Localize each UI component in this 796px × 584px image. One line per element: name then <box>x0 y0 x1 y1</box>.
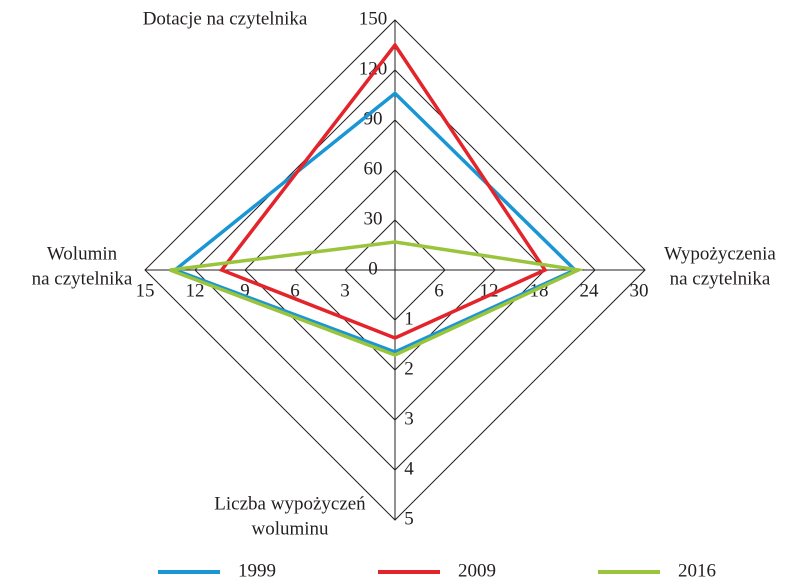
axis-name: Liczba wypożyczeń <box>214 493 366 514</box>
legend-label: 2016 <box>678 560 716 581</box>
tick-label: 6 <box>434 280 444 301</box>
tick-label: 150 <box>359 8 388 29</box>
tick-label: 6 <box>290 280 300 301</box>
axis-name: Wolumin <box>47 243 118 264</box>
tick-label: 30 <box>364 208 383 229</box>
legend-label: 2009 <box>458 560 496 581</box>
tick-label: 0 <box>368 258 378 279</box>
tick-label: 5 <box>404 508 414 529</box>
axis-name: Dotacje na czytelnika <box>143 8 308 29</box>
axis-name: Wypożyczenia <box>664 243 776 264</box>
tick-label: 4 <box>404 458 414 479</box>
tick-label: 3 <box>404 408 414 429</box>
series-line <box>171 90 579 354</box>
tick-label: 1 <box>404 308 414 329</box>
axis-name: na czytelnika <box>670 268 771 289</box>
tick-label: 60 <box>364 158 383 179</box>
tick-label: 30 <box>630 280 649 301</box>
axis-name: woluminu <box>251 518 329 539</box>
axis-name: na czytelnika <box>32 268 133 289</box>
tick-label: 12 <box>186 280 205 301</box>
tick-label: 9 <box>240 280 250 301</box>
tick-label: 3 <box>340 280 350 301</box>
series-line <box>218 41 548 340</box>
tick-label: 2 <box>404 358 414 379</box>
tick-label: 24 <box>580 280 600 301</box>
tick-label: 15 <box>136 280 155 301</box>
legend-label: 1999 <box>238 560 276 581</box>
series-line <box>169 240 585 357</box>
